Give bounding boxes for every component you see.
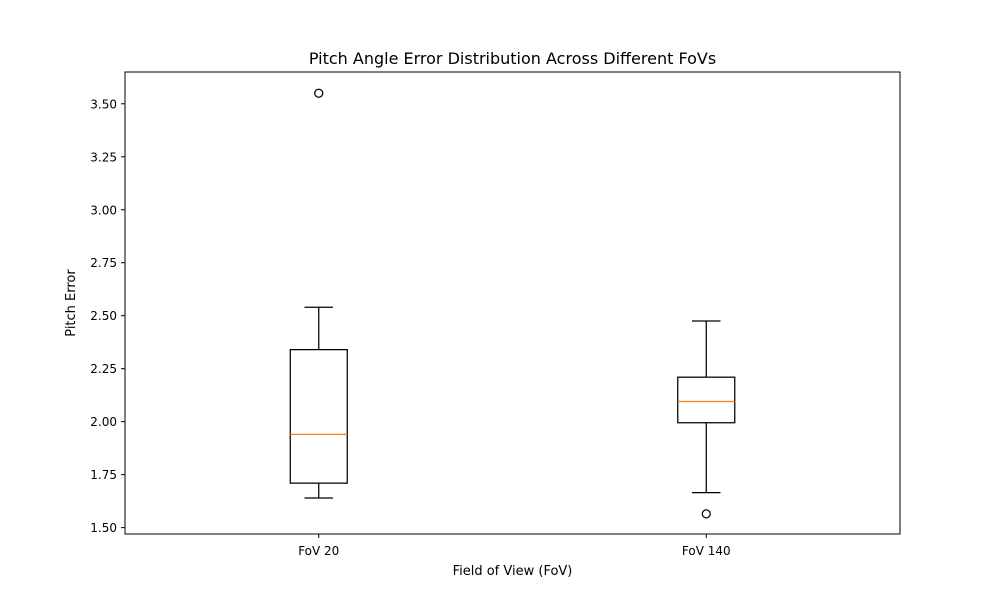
y-tick-label: 3.00: [90, 203, 117, 217]
plot-area: 1.50 1.75 2.00 2.25 2.50 2.75 3.00 3.25 3.50 FoV …: [90, 71, 901, 558]
iqr-box: [677, 376, 736, 424]
x-axis-label: Field of View (FoV): [453, 564, 573, 579]
y-axis-label: Pitch Error: [64, 269, 79, 337]
y-tick-label: 3.25: [90, 150, 117, 164]
y-tick-label: 1.50: [90, 521, 117, 535]
x-tick-label: FoV 20: [298, 544, 339, 558]
iqr-box: [289, 348, 348, 484]
x-tick-label: FoV 140: [682, 544, 731, 558]
y-tick-label: 3.50: [90, 97, 117, 111]
chart-title: Pitch Angle Error Distribution Across Di…: [309, 49, 716, 68]
outlier-point: [314, 88, 324, 98]
y-tick-label: 1.75: [90, 468, 117, 482]
y-tick-label: 2.50: [90, 309, 117, 323]
y-tick-label: 2.25: [90, 362, 117, 376]
y-tick-label: 2.75: [90, 256, 117, 270]
axes-frame: [124, 71, 901, 535]
y-tick-label: 2.00: [90, 415, 117, 429]
outlier-point: [701, 509, 711, 519]
